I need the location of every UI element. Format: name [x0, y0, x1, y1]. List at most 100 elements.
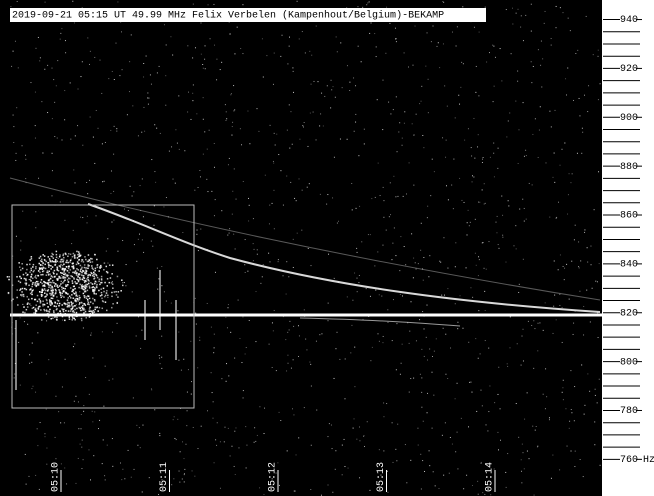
noise-dot: [51, 152, 53, 154]
noise-dot: [153, 224, 155, 226]
echo-dot: [49, 304, 52, 307]
noise-dot: [136, 424, 138, 426]
echo-dot: [51, 281, 53, 284]
echo-dot: [100, 264, 102, 267]
echo-dot: [34, 298, 37, 301]
noise-dot: [476, 410, 478, 412]
noise-dot: [361, 241, 363, 243]
y-tick-label: 860: [620, 211, 638, 222]
noise-dot: [170, 36, 172, 38]
echo-dot: [91, 272, 93, 275]
noise-dot: [75, 395, 77, 397]
echo-dot: [51, 252, 53, 255]
noise-dot: [298, 38, 300, 40]
noise-dot: [363, 128, 365, 130]
echo-dot: [81, 258, 83, 261]
noise-dot: [559, 254, 561, 256]
noise-dot: [182, 441, 184, 443]
noise-dot: [462, 63, 464, 65]
echo-dot: [67, 293, 69, 295]
noise-dot: [322, 125, 324, 127]
noise-dot: [449, 436, 451, 438]
noise-dot: [165, 197, 167, 199]
echo-dot: [103, 268, 105, 271]
noise-dot: [95, 109, 97, 111]
noise-dot: [518, 283, 520, 285]
noise-dot: [561, 307, 563, 309]
echo-dot: [101, 294, 103, 296]
noise-dot: [137, 238, 139, 240]
noise-dot: [298, 355, 300, 357]
noise-dot: [587, 261, 589, 263]
noise-dot: [213, 3, 215, 5]
echo-dot: [63, 271, 65, 274]
noise-dot: [382, 244, 384, 246]
noise-dot: [120, 462, 122, 464]
noise-dot: [435, 338, 437, 340]
echo-dot: [77, 300, 79, 302]
noise-dot: [354, 386, 356, 388]
echo-dot: [86, 260, 89, 263]
noise-dot: [433, 350, 435, 352]
noise-dot: [25, 182, 27, 184]
echo-dot: [68, 304, 71, 306]
noise-dot: [465, 267, 467, 269]
noise-dot: [280, 170, 282, 172]
echo-dot: [80, 306, 82, 308]
noise-dot: [594, 394, 596, 396]
noise-dot: [466, 222, 468, 224]
echo-dot: [61, 315, 64, 318]
noise-dot: [31, 388, 33, 390]
noise-dot: [156, 127, 158, 129]
noise-dot: [386, 403, 388, 405]
noise-dot: [77, 401, 79, 403]
noise-dot: [219, 487, 221, 489]
noise-dot: [468, 225, 470, 227]
noise-dot: [502, 214, 504, 216]
noise-dot: [161, 356, 163, 358]
noise-dot: [484, 310, 486, 312]
noise-dot: [522, 452, 524, 454]
echo-dot: [84, 290, 87, 293]
noise-dot: [578, 97, 580, 99]
noise-dot: [298, 178, 300, 180]
noise-dot: [507, 200, 509, 202]
noise-dot: [15, 152, 17, 154]
noise-dot: [481, 405, 483, 407]
noise-dot: [158, 65, 160, 67]
noise-dot: [545, 368, 547, 370]
echo-dot: [19, 281, 22, 284]
noise-dot: [66, 483, 68, 485]
noise-dot: [55, 85, 57, 87]
echo-dot: [78, 286, 80, 289]
noise-dot: [358, 155, 360, 157]
echo-dot: [87, 254, 90, 256]
noise-dot: [288, 104, 290, 106]
x-tick-label: 05:13: [376, 462, 387, 492]
noise-dot: [403, 52, 405, 54]
noise-dot: [101, 143, 103, 145]
echo-dot: [63, 263, 65, 266]
noise-dot: [264, 174, 266, 176]
noise-dot: [392, 242, 394, 244]
noise-dot: [268, 252, 270, 254]
noise-dot: [450, 347, 452, 349]
noise-dot: [172, 419, 174, 421]
noise-dot: [233, 465, 235, 467]
echo-dot: [72, 317, 74, 319]
echo-dot: [29, 278, 32, 281]
echo-dot: [85, 317, 87, 319]
echo-dot: [28, 303, 31, 305]
echo-dot: [65, 261, 67, 264]
echo-dot: [56, 299, 59, 302]
echo-dot: [43, 303, 46, 306]
noise-dot: [445, 185, 447, 187]
echo-dot: [68, 318, 71, 320]
noise-dot: [239, 128, 241, 130]
noise-dot: [383, 216, 385, 218]
echo-dot: [48, 311, 51, 313]
echo-dot: [68, 302, 70, 304]
echo-dot: [107, 294, 109, 297]
noise-dot: [235, 198, 237, 200]
noise-dot: [79, 443, 81, 445]
